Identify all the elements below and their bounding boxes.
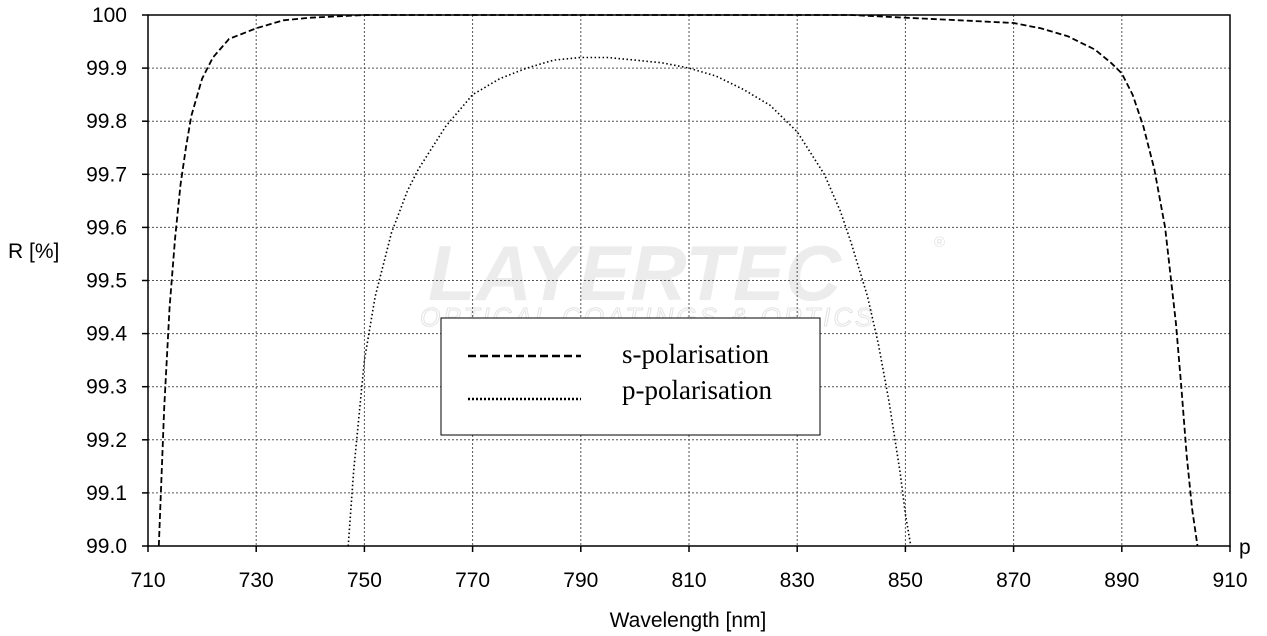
y-tick-label: 99.2 [86,429,127,452]
ticks: 710 730 750 770 790 810 830 850 870 890 910 99.0 99.… [86,4,1247,592]
y-tick-label: 99.6 [86,216,127,239]
y-tick-label: 100 [92,4,127,27]
axis-end-marker: p [1239,536,1251,559]
legend-label-p-polarisation: p-polarisation [622,375,772,405]
x-tick-label: 870 [996,569,1031,592]
x-tick-label: 730 [239,569,274,592]
y-tick-label: 99.5 [86,270,127,293]
watermark-brand: LAYERTEC [428,229,843,317]
x-axis-label: Wavelength [nm] [610,609,767,632]
x-tick-label: 850 [888,569,923,592]
y-tick-label: 99.9 [86,57,127,80]
watermark: LAYERTEC ® OPTICAL COATINGS & OPTICS [420,229,946,333]
legend: s-polarisation p-polarisation [440,317,821,436]
y-tick-label: 99.8 [86,110,127,133]
x-tick-label: 710 [130,569,165,592]
legend-box [440,317,821,436]
x-tick-label: 890 [1104,569,1139,592]
x-tick-label: 750 [347,569,382,592]
legend-label-s-polarisation: s-polarisation [622,339,769,369]
watermark-registered: ® [934,234,945,251]
x-tick-label: 830 [780,569,815,592]
y-tick-label: 99.1 [86,482,127,505]
x-tick-label: 810 [671,569,706,592]
x-tick-label: 910 [1212,569,1247,592]
x-tick-label: 790 [563,569,598,592]
grid [148,15,1230,546]
x-tick-label: 770 [455,569,490,592]
y-tick-label: 99.4 [86,323,127,346]
y-tick-label: 99.7 [86,163,127,186]
y-axis-label: R [%] [8,240,59,263]
y-tick-label: 99.0 [86,535,127,558]
y-tick-label: 99.3 [86,376,127,399]
